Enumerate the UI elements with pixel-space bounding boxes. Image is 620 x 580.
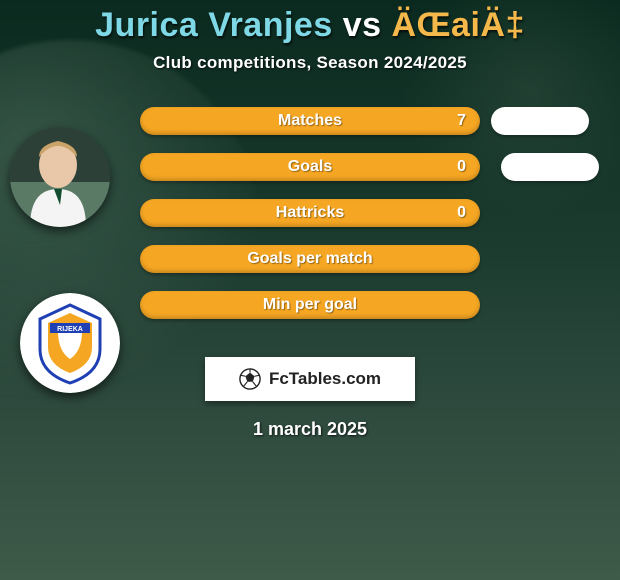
stat-row-min-per-goal: Min per goal <box>140 291 480 319</box>
stat-row-goals: Goals 0 <box>140 153 480 181</box>
stat-label: Goals per match <box>247 250 372 268</box>
soccer-ball-icon <box>239 368 261 390</box>
stat-label: Matches <box>278 112 342 130</box>
stat-row-matches: Matches 7 <box>140 107 480 135</box>
brand-text: FcTables.com <box>269 369 381 389</box>
stat-bar: Matches 7 <box>140 107 480 135</box>
subtitle: Club competitions, Season 2024/2025 <box>153 53 467 73</box>
player2-crest: RIJEKA <box>20 293 120 393</box>
stat-value: 0 <box>457 204 466 222</box>
stat-label: Min per goal <box>263 296 357 314</box>
stat-label: Hattricks <box>276 204 344 222</box>
club-crest-icon: RIJEKA <box>20 293 120 393</box>
player2-pill <box>501 153 599 181</box>
stat-row-goals-per-match: Goals per match <box>140 245 480 273</box>
brand-box: FcTables.com <box>205 357 415 401</box>
player2-pill <box>491 107 589 135</box>
stat-row-hattricks: Hattricks 0 <box>140 199 480 227</box>
stats-area: RIJEKA Matches 7 Goals 0 Hattricks 0 <box>0 107 620 319</box>
stat-bars: Matches 7 Goals 0 Hattricks 0 Goals per … <box>140 107 480 319</box>
stat-bar: Goals per match <box>140 245 480 273</box>
stat-label: Goals <box>288 158 332 176</box>
svg-text:RIJEKA: RIJEKA <box>57 326 83 333</box>
player1-avatar <box>10 127 110 227</box>
stat-value: 0 <box>457 158 466 176</box>
player-photo-icon <box>10 127 110 227</box>
stat-bar: Goals 0 <box>140 153 480 181</box>
stat-bar: Min per goal <box>140 291 480 319</box>
page-title: Jurica Vranjes vs ÄŒaiÄ‡ <box>95 6 525 45</box>
date-text: 1 march 2025 <box>253 419 367 440</box>
stat-bar: Hattricks 0 <box>140 199 480 227</box>
content-root: Jurica Vranjes vs ÄŒaiÄ‡ Club competitio… <box>0 0 620 580</box>
stat-value: 7 <box>457 112 466 130</box>
